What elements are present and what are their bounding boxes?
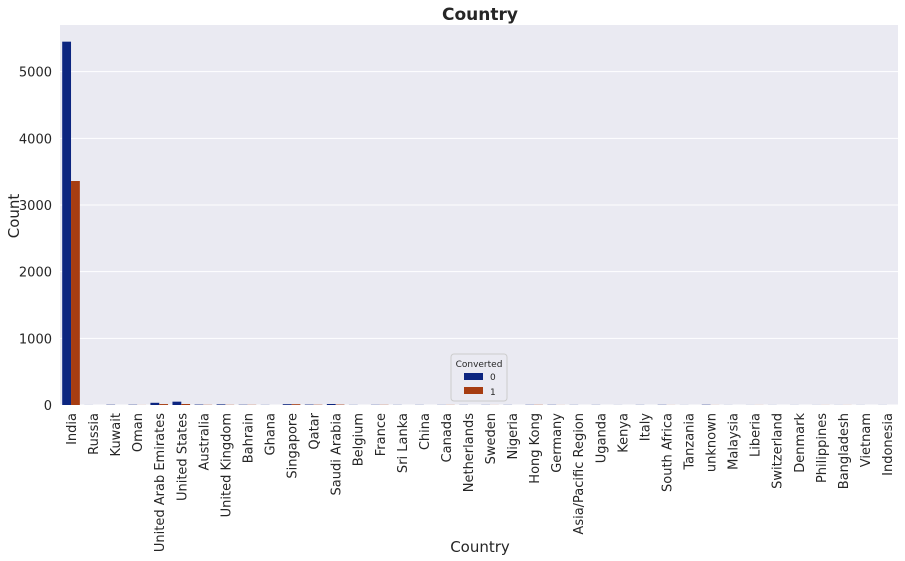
chart-title: Country — [442, 5, 518, 25]
y-axis-label: Count — [5, 194, 23, 239]
x-tick-label: Sweden — [484, 413, 499, 464]
bar-united-states-converted-0 — [172, 401, 182, 405]
x-tick-label: Denmark — [793, 413, 808, 473]
x-tick-label: Nigeria — [506, 413, 521, 460]
bar-united-arab-emirates-converted-1 — [159, 404, 169, 405]
legend: Converted 0 1 — [450, 353, 508, 402]
bar-united-arab-emirates-converted-0 — [150, 402, 160, 405]
x-tick-label: Tanzania — [683, 413, 698, 471]
y-axis-ticks: 0 1000 2000 3000 4000 5000 — [19, 66, 52, 414]
x-tick-label: India — [65, 413, 80, 445]
x-tick-label: Malaysia — [727, 413, 742, 470]
y-tick-label: 1000 — [19, 332, 52, 347]
x-tick-label: unknown — [705, 413, 720, 472]
bar-india-converted-0 — [62, 41, 72, 406]
x-tick-label: Indonesia — [881, 413, 896, 476]
plot-area — [60, 25, 898, 405]
bar-singapore-converted-1 — [291, 404, 301, 405]
x-tick-label: Saudi Arabia — [330, 413, 345, 496]
x-tick-label: Hong Kong — [528, 413, 543, 484]
legend-title: Converted — [456, 360, 503, 370]
x-tick-label: Bahrain — [241, 413, 256, 463]
y-tick-label: 2000 — [19, 266, 52, 281]
x-tick-label: United States — [175, 413, 190, 501]
x-tick-label: Asia/Pacific Region — [572, 413, 587, 535]
x-tick-label: Kuwait — [109, 413, 124, 456]
x-tick-label: Liberia — [749, 413, 764, 457]
x-axis-ticks: India Russia Kuwait Oman United Arab Emirate… — [65, 412, 896, 552]
y-tick-label: 3000 — [19, 199, 52, 214]
x-tick-label: Philippines — [815, 413, 830, 483]
legend-label-0: 0 — [490, 373, 496, 383]
bar-united-kingdom-converted-0 — [216, 404, 226, 405]
x-tick-label: Sri Lanka — [396, 413, 411, 473]
x-tick-label: Oman — [131, 413, 146, 452]
x-tick-label: Belgium — [352, 413, 367, 466]
y-tick-label: 4000 — [19, 132, 52, 147]
x-tick-label: Qatar — [308, 412, 323, 449]
x-tick-label: Singapore — [286, 413, 301, 479]
legend-label-1: 1 — [490, 388, 496, 398]
x-tick-label: Kenya — [616, 413, 631, 453]
x-tick-label: Bangladesh — [837, 413, 852, 489]
x-tick-label: United Kingdom — [219, 413, 234, 517]
y-tick-label: 0 — [44, 399, 52, 414]
x-tick-label: Germany — [550, 413, 565, 473]
bar-saudi-arabia-converted-0 — [326, 404, 336, 405]
x-tick-label: France — [374, 413, 389, 456]
x-tick-label: Vietnam — [859, 413, 874, 467]
y-tick-label: 5000 — [19, 66, 52, 81]
x-tick-label: Italy — [638, 413, 653, 442]
x-tick-label: Russia — [87, 413, 102, 455]
x-tick-label: Canada — [440, 413, 455, 462]
x-tick-label: South Africa — [660, 413, 675, 492]
bars-group — [62, 41, 887, 406]
x-tick-label: Switzerland — [771, 413, 786, 489]
bar-india-converted-1 — [71, 181, 80, 405]
x-tick-label: Uganda — [594, 413, 609, 463]
x-tick-label: China — [418, 413, 433, 450]
bar-singapore-converted-0 — [282, 404, 292, 405]
x-tick-label: United Arab Emirates — [153, 413, 168, 552]
legend-swatch-0 — [464, 373, 483, 380]
x-tick-label: Netherlands — [462, 413, 477, 492]
legend-swatch-1 — [464, 387, 483, 394]
bar-united-states-converted-1 — [181, 404, 191, 405]
x-tick-label: Australia — [197, 413, 212, 471]
x-tick-label: Ghana — [264, 413, 279, 456]
x-axis-label: Country — [450, 538, 510, 556]
